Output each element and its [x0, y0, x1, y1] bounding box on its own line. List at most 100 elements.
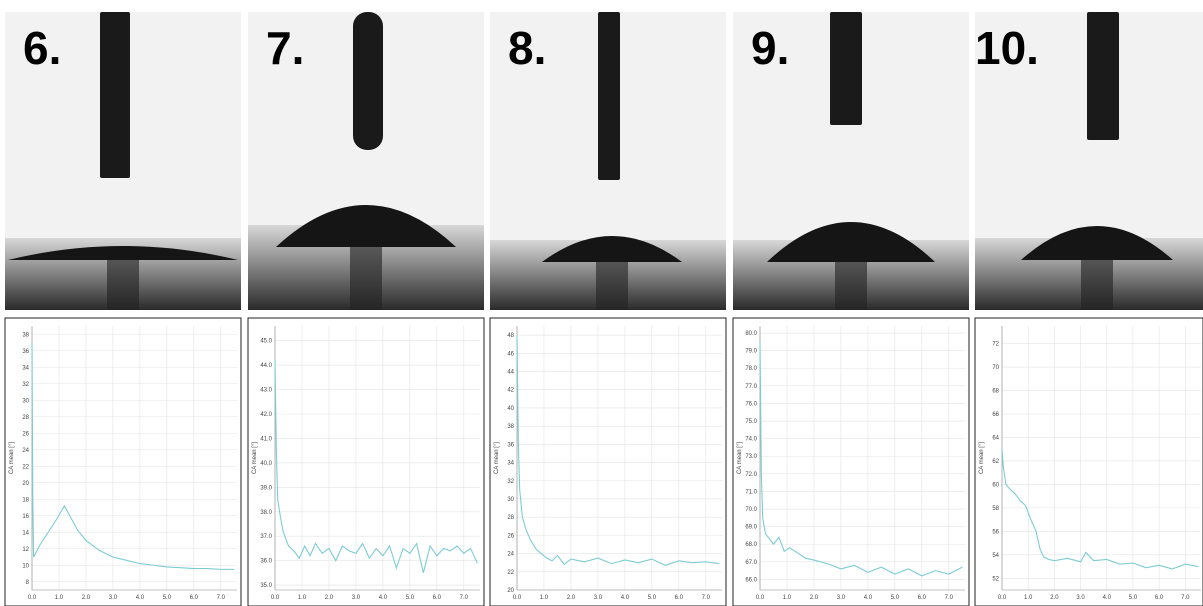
x-tick-label: 3.0: [1076, 595, 1085, 601]
y-tick-label: 54: [992, 553, 999, 559]
x-tick-label: 2.0: [1050, 595, 1059, 601]
photo-panel: 8.: [490, 12, 726, 310]
x-tick-label: 0.0: [28, 595, 37, 601]
y-tick-label: 70.0: [745, 507, 757, 513]
x-tick-label: 7.0: [1181, 595, 1190, 601]
y-tick-label: 72.0: [745, 472, 757, 478]
figure: 6.7.8.9.10.81012141618202224262830323436…: [0, 0, 1203, 606]
y-tick-label: 42: [507, 388, 514, 394]
needle: [598, 12, 620, 180]
y-tick-label: 39.0: [260, 485, 272, 491]
x-tick-label: 1.0: [540, 595, 549, 601]
y-tick-label: 77.0: [745, 384, 757, 390]
y-axis-label: CA mean [°]: [979, 442, 985, 474]
needle: [100, 12, 130, 178]
x-tick-label: 5.0: [1129, 595, 1138, 601]
y-tick-label: 67.0: [745, 560, 757, 566]
panel-label: 9.: [751, 22, 789, 74]
photo-panel: 6.: [5, 12, 241, 310]
y-tick-label: 42.0: [260, 412, 272, 418]
y-tick-label: 76.0: [745, 401, 757, 407]
needle: [1087, 12, 1119, 140]
y-tick-label: 26: [22, 431, 29, 437]
x-tick-label: 1.0: [55, 595, 64, 601]
x-tick-label: 0.0: [998, 595, 1007, 601]
y-tick-label: 70: [992, 365, 999, 371]
x-tick-label: 4.0: [864, 595, 873, 601]
y-tick-label: 14: [22, 530, 29, 536]
x-tick-label: 2.0: [810, 595, 819, 601]
y-tick-label: 20: [507, 588, 514, 594]
chart-frame: [733, 318, 969, 606]
y-tick-label: 52: [992, 576, 999, 582]
y-tick-label: 34: [507, 461, 514, 467]
y-tick-label: 40: [507, 406, 514, 412]
y-tick-label: 38: [507, 424, 514, 430]
x-tick-label: 3.0: [352, 595, 361, 601]
y-tick-label: 74.0: [745, 437, 757, 443]
y-tick-label: 62: [992, 459, 999, 465]
y-tick-label: 18: [22, 497, 29, 503]
y-tick-label: 68: [992, 389, 999, 395]
needle: [830, 12, 862, 125]
y-tick-label: 66.0: [745, 577, 757, 583]
y-tick-label: 71.0: [745, 489, 757, 495]
x-tick-label: 5.0: [406, 595, 415, 601]
needle: [353, 12, 383, 150]
y-axis-label: CA mean [°]: [252, 442, 258, 474]
x-tick-label: 0.0: [271, 595, 280, 601]
y-tick-label: 58: [992, 506, 999, 512]
y-tick-label: 48: [507, 333, 514, 339]
panel-label: 8.: [508, 22, 546, 74]
page: {"photos":[{"label":"6."},{"label":"7."}…: [0, 0, 1203, 606]
y-tick-label: 36.0: [260, 559, 272, 565]
x-tick-label: 4.0: [136, 595, 145, 601]
x-tick-label: 0.0: [756, 595, 765, 601]
x-tick-label: 7.0: [217, 595, 226, 601]
photo-panel: 10.: [975, 12, 1203, 310]
x-tick-label: 2.0: [82, 595, 91, 601]
chart-frame: [975, 318, 1203, 606]
y-tick-label: 10: [22, 563, 29, 569]
y-tick-label: 40.0: [260, 461, 272, 467]
x-tick-label: 1.0: [298, 595, 307, 601]
x-tick-label: 5.0: [891, 595, 900, 601]
y-tick-label: 16: [22, 514, 29, 520]
x-tick-label: 6.0: [433, 595, 442, 601]
x-tick-label: 2.0: [567, 595, 576, 601]
y-tick-label: 44.0: [260, 363, 272, 369]
y-tick-label: 30: [22, 398, 29, 404]
y-tick-label: 38: [22, 332, 29, 338]
y-tick-label: 38.0: [260, 510, 272, 516]
x-tick-label: 7.0: [460, 595, 469, 601]
y-tick-label: 24: [22, 448, 29, 454]
y-tick-label: 66: [992, 412, 999, 418]
y-tick-label: 45.0: [260, 339, 272, 345]
x-tick-label: 4.0: [379, 595, 388, 601]
y-tick-label: 37.0: [260, 534, 272, 540]
y-tick-label: 79.0: [745, 349, 757, 355]
x-tick-label: 3.0: [109, 595, 118, 601]
y-tick-label: 44: [507, 370, 514, 376]
y-tick-label: 32: [22, 382, 29, 388]
x-tick-label: 0.0: [513, 595, 522, 601]
y-tick-label: 20: [22, 481, 29, 487]
y-tick-label: 60: [992, 482, 999, 488]
x-tick-label: 6.0: [918, 595, 927, 601]
y-tick-label: 12: [22, 547, 29, 553]
x-tick-label: 6.0: [190, 595, 199, 601]
x-tick-label: 2.0: [325, 595, 334, 601]
y-tick-label: 46: [507, 351, 514, 357]
y-tick-label: 36: [22, 349, 29, 355]
y-tick-label: 56: [992, 529, 999, 535]
y-tick-label: 43.0: [260, 388, 272, 394]
x-tick-label: 6.0: [675, 595, 684, 601]
panel-label: 10.: [975, 22, 1039, 74]
panel-label: 7.: [266, 22, 304, 74]
x-tick-label: 3.0: [594, 595, 603, 601]
x-tick-label: 5.0: [163, 595, 172, 601]
chart-frame: [248, 318, 484, 606]
panel-label: 6.: [23, 22, 61, 74]
chart-frame: [5, 318, 241, 606]
photo-panel: 7.: [248, 12, 484, 310]
